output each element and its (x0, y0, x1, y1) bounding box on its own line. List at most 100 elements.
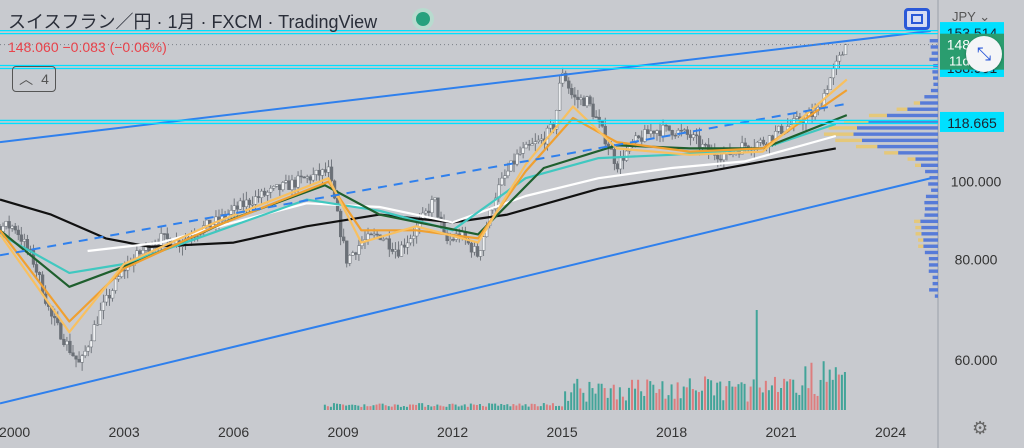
volume-bar (339, 404, 342, 410)
volume-bar (612, 384, 615, 410)
volume-bar (351, 404, 354, 410)
volume-profile-bar (929, 39, 938, 43)
candle-body (65, 340, 69, 345)
candle-body (101, 301, 106, 311)
candle-body (381, 239, 385, 241)
candle-body (825, 89, 829, 94)
candle-body (95, 323, 99, 326)
volume-profile-bar (928, 182, 938, 186)
candle-body (107, 295, 112, 299)
volume-bar (558, 405, 561, 410)
volume-bar (348, 404, 351, 410)
candle-body (342, 236, 346, 242)
candle-body (716, 155, 720, 160)
volume-bar (436, 404, 439, 410)
volume-bar (737, 384, 740, 410)
volume-bar (655, 392, 658, 410)
symbol-title[interactable]: スイスフラン／円 · 1月 · FXCM · TradingView (8, 12, 378, 32)
moving-average-line (0, 114, 848, 288)
volume-profile-bar (915, 225, 922, 230)
volume-bar (786, 381, 789, 410)
volume-profile-bar (933, 76, 938, 80)
volume-profile-bar (828, 126, 857, 130)
indicators-collapse-button[interactable]: ︿ 4 (12, 66, 56, 92)
volume-bar (603, 388, 606, 410)
candle-body (521, 147, 525, 154)
minimize-arrows-icon[interactable]: ⤡ (966, 36, 1002, 72)
volume-bar (798, 394, 801, 410)
volume-bar (795, 392, 798, 410)
candle-body (387, 238, 391, 250)
volume-profile-bar (933, 82, 938, 87)
candle-body (317, 169, 322, 176)
volume-profile-bar (856, 126, 938, 130)
volume-bar (551, 403, 554, 410)
candle-body (351, 252, 355, 256)
volume-bar (342, 404, 345, 410)
candle-body (372, 233, 376, 236)
candle-body (34, 264, 39, 273)
candle-body (53, 315, 57, 319)
volume-profile-bar (921, 232, 938, 236)
volume-profile-bar (924, 95, 938, 99)
candle-body (512, 160, 516, 165)
candle-body (758, 139, 763, 143)
fullscreen-icon[interactable] (904, 8, 930, 30)
volume-profile-bar (907, 107, 938, 111)
volume-bar (548, 405, 551, 410)
volume-bar (773, 376, 776, 410)
volume-bar (828, 369, 831, 410)
volume-bar (770, 385, 773, 410)
candle-body (399, 244, 404, 257)
volume-bar (801, 385, 804, 410)
volume-bar (512, 404, 515, 410)
volume-bar (637, 379, 640, 410)
volume-profile-bar (855, 144, 878, 149)
candle-body (287, 180, 291, 190)
candle-body (430, 199, 434, 213)
volume-profile-bar (913, 101, 921, 105)
volume-profile (823, 39, 938, 298)
x-tick-label: 2009 (328, 424, 359, 440)
volume-bar (588, 381, 591, 410)
volume-bar (375, 404, 378, 410)
candle-body (390, 249, 395, 252)
volume-bar (722, 400, 725, 410)
candle-body (269, 187, 273, 193)
volume-bar (728, 380, 731, 410)
volume-bar (688, 378, 691, 410)
candle-body (667, 125, 671, 131)
volume-bar (810, 362, 813, 410)
volume-bar (524, 404, 527, 410)
level-price-tag (940, 111, 1004, 132)
candle-body (311, 174, 315, 181)
candle-body (478, 250, 483, 257)
volume-profile-bar (929, 176, 938, 180)
volume-bar (713, 395, 716, 410)
volume-bar (421, 403, 424, 410)
volume-bar (448, 404, 451, 410)
currency-selector[interactable]: JPY ⌄ (952, 9, 990, 25)
volume-bar (691, 389, 694, 410)
volume-bar (564, 391, 567, 410)
volume-profile-bar (923, 244, 938, 248)
candle-body (780, 125, 784, 134)
gear-icon[interactable]: ⚙ (972, 418, 989, 438)
volume-bar (649, 381, 652, 410)
volume-bar (615, 399, 618, 410)
candle-body (74, 355, 78, 360)
candle-body (700, 143, 705, 148)
candle-body (840, 54, 845, 56)
candle-body (673, 134, 677, 137)
volume-profile-bar (884, 151, 899, 155)
candle-body (494, 197, 498, 209)
candle-body (86, 346, 90, 352)
candle-body (138, 250, 142, 255)
candle-body (694, 134, 699, 137)
candle-body (433, 197, 437, 200)
volume-bar (345, 405, 348, 410)
volume-profile-bar (930, 45, 938, 49)
candle-body (314, 169, 318, 175)
candle-body (585, 96, 589, 107)
